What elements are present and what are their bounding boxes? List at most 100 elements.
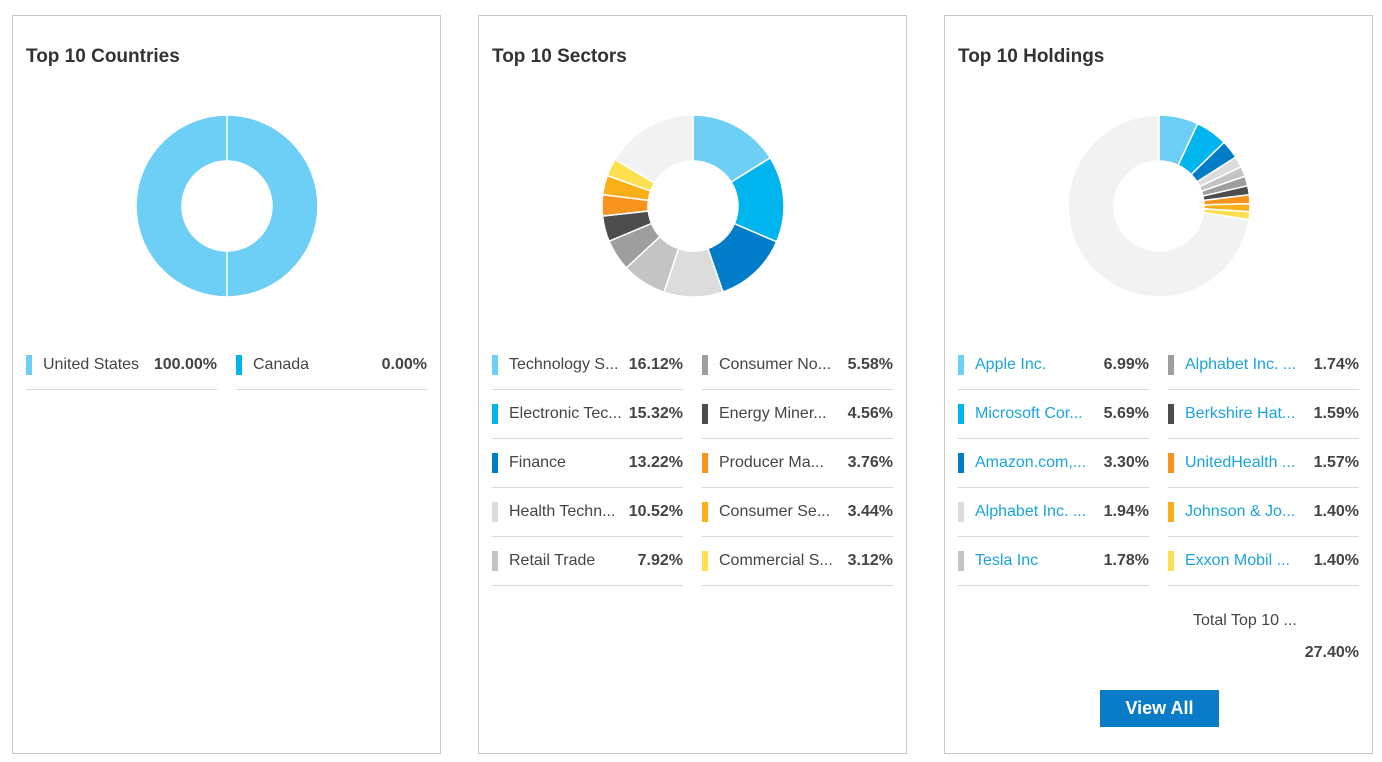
legend-item-unitedhealth-group-incorporated[interactable]: UnitedHealth ... 1.57%	[1168, 439, 1359, 488]
legend-label: Finance	[509, 454, 566, 471]
legend-swatch	[236, 355, 242, 375]
legend-link[interactable]: Exxon Mobil ...	[1185, 552, 1290, 569]
legend-item-tesla-inc[interactable]: Tesla Inc 1.78%	[958, 537, 1149, 586]
legend-item-johnson-johnson[interactable]: Johnson & Jo... 1.40%	[1168, 488, 1359, 537]
top-holdings-card: Top 10 Holdings Apple Inc. 6.99% Alphabet …	[944, 15, 1373, 754]
slice-united-states[interactable]	[135, 114, 319, 298]
legend-swatch	[492, 453, 498, 473]
legend-swatch	[702, 453, 708, 473]
legend-link[interactable]: Amazon.com,...	[975, 454, 1087, 471]
legend-item-finance: Finance 13.22%	[492, 439, 683, 488]
legend-value: 3.12%	[847, 552, 893, 569]
legend-item-consumer-services: Consumer Se... 3.44%	[702, 488, 893, 537]
legend-link[interactable]: UnitedHealth ...	[1185, 454, 1296, 471]
total-top-10-label: Total Top 10 ...	[1193, 612, 1297, 629]
legend-swatch	[702, 355, 708, 375]
legend-label: Consumer No...	[719, 356, 832, 373]
countries-legend: United States 100.00% Canada 0.00%	[26, 341, 427, 390]
legend-value: 5.69%	[1103, 405, 1149, 422]
legend-swatch	[702, 404, 708, 424]
legend-swatch	[1168, 404, 1174, 424]
legend-value: 1.57%	[1313, 454, 1359, 471]
total-top-10-value: 27.40%	[1304, 644, 1359, 661]
legend-swatch	[958, 453, 964, 473]
legend-item-canada: Canada 0.00%	[236, 341, 427, 390]
legend-label: Commercial S...	[719, 552, 833, 569]
top-sectors-card: Top 10 Sectors Technology S... 16.12% Cons…	[478, 15, 907, 754]
legend-swatch	[958, 355, 964, 375]
legend-value: 3.30%	[1103, 454, 1149, 471]
slice-remainder	[1067, 114, 1250, 298]
legend-label: Energy Miner...	[719, 405, 827, 422]
legend-value: 5.58%	[847, 356, 893, 373]
legend-value: 15.32%	[628, 405, 683, 422]
top-countries-card: Top 10 Countries United States 100.00% Can…	[12, 15, 441, 754]
legend-label: Technology S...	[509, 356, 619, 373]
legend-item-microsoft-corporation[interactable]: Microsoft Cor... 5.69%	[958, 390, 1149, 439]
legend-swatch	[492, 502, 498, 522]
legend-item-commercial-services: Commercial S... 3.12%	[702, 537, 893, 586]
sectors-legend: Technology S... 16.12% Consumer No... 5.58%…	[492, 341, 893, 586]
legend-link[interactable]: Alphabet Inc. ...	[1185, 356, 1297, 373]
legend-value: 3.76%	[847, 454, 893, 471]
legend-link[interactable]: Berkshire Hat...	[1185, 405, 1296, 422]
legend-value: 1.78%	[1103, 552, 1149, 569]
legend-value: 1.40%	[1313, 503, 1359, 520]
slice-remainder	[613, 114, 694, 184]
legend-item-consumer-non-durables: Consumer No... 5.58%	[702, 341, 893, 390]
legend-item-berkshire-hathaway-inc[interactable]: Berkshire Hat... 1.59%	[1168, 390, 1359, 439]
legend-link[interactable]: Alphabet Inc. ...	[975, 503, 1087, 520]
legend-value: 1.94%	[1103, 503, 1149, 520]
legend-label: Electronic Tec...	[509, 405, 622, 422]
legend-item-energy-minerals: Energy Miner... 4.56%	[702, 390, 893, 439]
legend-item-health-technology: Health Techn... 10.52%	[492, 488, 683, 537]
legend-item-amazon-com-inc[interactable]: Amazon.com,... 3.30%	[958, 439, 1149, 488]
legend-label: Canada	[253, 356, 310, 373]
legend-value: 16.12%	[628, 356, 683, 373]
legend-value: 4.56%	[847, 405, 893, 422]
legend-swatch	[492, 404, 498, 424]
legend-value: 100.00%	[153, 356, 217, 373]
holdings-legend: Apple Inc. 6.99% Alphabet Inc. ... 1.74% Mic…	[958, 341, 1359, 586]
card-title: Top 10 Holdings	[958, 46, 1105, 67]
legend-link[interactable]: Apple Inc.	[975, 356, 1047, 373]
legend-swatch	[1168, 453, 1174, 473]
legend-value: 6.99%	[1103, 356, 1149, 373]
legend-link[interactable]: Johnson & Jo...	[1185, 503, 1296, 520]
legend-item-alphabet-inc-class-c[interactable]: Alphabet Inc. ... 1.74%	[1168, 341, 1359, 390]
countries-donut-chart	[135, 114, 319, 298]
legend-item-producer-manufacturing: Producer Ma... 3.76%	[702, 439, 893, 488]
legend-swatch	[702, 551, 708, 571]
legend-label: United States	[43, 356, 140, 373]
card-title: Top 10 Sectors	[492, 46, 627, 67]
legend-swatch	[1168, 502, 1174, 522]
legend-value: 1.40%	[1313, 552, 1359, 569]
legend-item-technology-services: Technology S... 16.12%	[492, 341, 683, 390]
holdings-donut-chart	[1067, 114, 1251, 298]
legend-value: 3.44%	[847, 503, 893, 520]
card-title: Top 10 Countries	[26, 46, 180, 67]
legend-link[interactable]: Tesla Inc	[975, 552, 1039, 569]
legend-item-apple-inc[interactable]: Apple Inc. 6.99%	[958, 341, 1149, 390]
legend-value: 1.59%	[1313, 405, 1359, 422]
legend-link[interactable]: Microsoft Cor...	[975, 405, 1083, 422]
sectors-donut-chart	[601, 114, 785, 298]
legend-label: Consumer Se...	[719, 503, 831, 520]
legend-item-united-states: United States 100.00%	[26, 341, 217, 390]
view-all-button[interactable]: View All	[1100, 690, 1219, 727]
legend-value: 7.92%	[637, 552, 683, 569]
legend-label: Retail Trade	[509, 552, 596, 569]
legend-swatch	[1168, 355, 1174, 375]
legend-value: 13.22%	[628, 454, 683, 471]
legend-swatch	[958, 404, 964, 424]
legend-swatch	[26, 355, 32, 375]
legend-value: 0.00%	[381, 356, 427, 373]
legend-item-alphabet-inc-class-a[interactable]: Alphabet Inc. ... 1.94%	[958, 488, 1149, 537]
legend-label: Producer Ma...	[719, 454, 824, 471]
legend-swatch	[702, 502, 708, 522]
legend-value: 1.74%	[1313, 356, 1359, 373]
legend-item-exxon-mobil-corporation[interactable]: Exxon Mobil ... 1.40%	[1168, 537, 1359, 586]
legend-swatch	[492, 551, 498, 571]
legend-label: Health Techn...	[509, 503, 616, 520]
legend-value: 10.52%	[628, 503, 683, 520]
